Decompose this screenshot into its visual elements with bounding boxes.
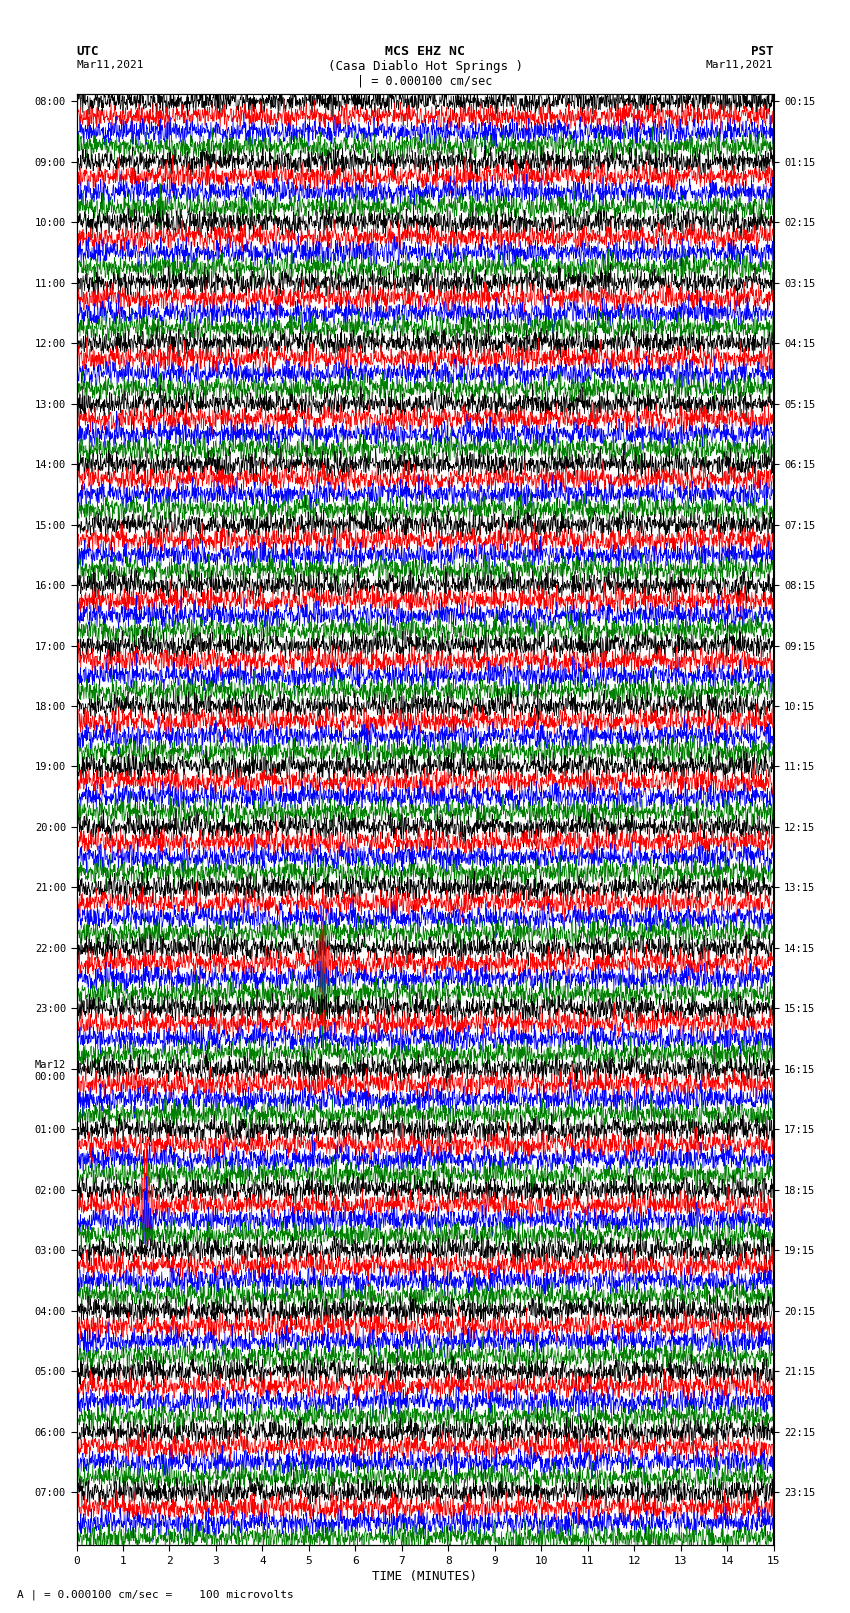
Text: A | = 0.000100 cm/sec =    100 microvolts: A | = 0.000100 cm/sec = 100 microvolts <box>17 1589 294 1600</box>
Text: MCS EHZ NC: MCS EHZ NC <box>385 45 465 58</box>
Text: Mar11,2021: Mar11,2021 <box>76 60 144 69</box>
Text: (Casa Diablo Hot Springs ): (Casa Diablo Hot Springs ) <box>327 60 523 73</box>
Text: PST: PST <box>751 45 774 58</box>
X-axis label: TIME (MINUTES): TIME (MINUTES) <box>372 1569 478 1582</box>
Text: | = 0.000100 cm/sec: | = 0.000100 cm/sec <box>357 74 493 87</box>
Text: UTC: UTC <box>76 45 99 58</box>
Text: Mar11,2021: Mar11,2021 <box>706 60 774 69</box>
